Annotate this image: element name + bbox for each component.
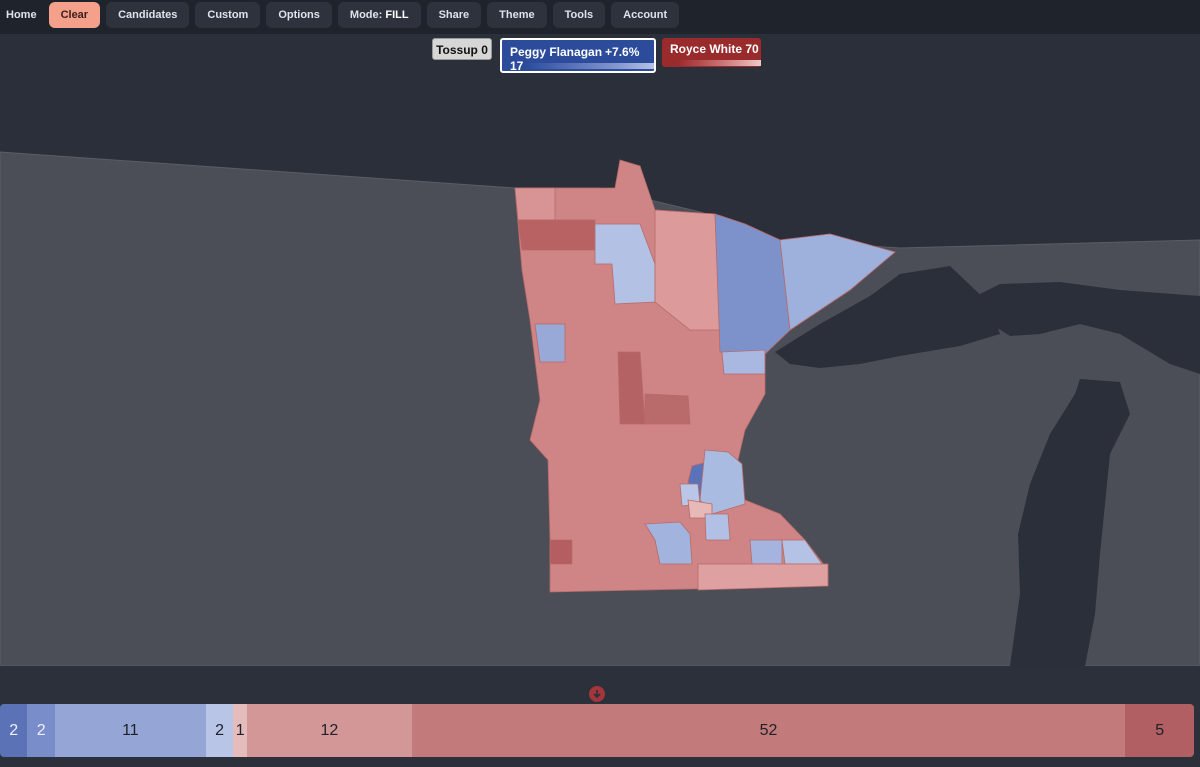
region-pink-se: [697, 563, 829, 591]
seat-segment: [0, 704, 28, 757]
seat-segment-label: 2: [36, 722, 46, 739]
white-name: Royce White: [670, 42, 743, 56]
region-pink-north: [654, 209, 721, 331]
seat-segment: [27, 704, 55, 757]
seat-segment-label: 1: [235, 722, 245, 739]
seat-segment: [1125, 704, 1194, 757]
nav-button[interactable]: Options: [266, 2, 332, 28]
nav-button[interactable]: Tools: [552, 2, 606, 28]
mode-label: Mode:: [349, 9, 383, 21]
seat-segment: [54, 704, 206, 757]
seat-bar: 2 2 11 2 1 12 52 5: [0, 704, 1194, 757]
nav-button[interactable]: Account: [611, 2, 680, 28]
region-red-nw: [514, 187, 556, 221]
tossup-box[interactable]: Tossup 0: [432, 38, 492, 60]
white-count: 70: [745, 42, 759, 56]
nav-button[interactable]: Share: [426, 2, 482, 28]
lake-superior-east: [960, 282, 1200, 374]
region-dark-sw: [549, 539, 573, 565]
seat-segment-label: 5: [1155, 722, 1165, 739]
nav-button[interactable]: Clear: [48, 2, 101, 28]
seat-segment: [205, 704, 234, 757]
flanagan-margin: +7.6%: [605, 45, 640, 59]
region-blue-west: [534, 323, 566, 363]
flanagan-name: Peggy Flanagan: [510, 45, 603, 59]
region-red-dark: [517, 219, 596, 251]
minnesota: [514, 159, 896, 593]
region-dark-central: [617, 351, 646, 425]
nav-bar: Mode: FILL Home Clear Candidates Custom Opti…: [0, 0, 1200, 34]
region-dark-central2: [644, 393, 691, 425]
scroll-down-icon[interactable]: [589, 686, 605, 702]
nav-button[interactable]: Home: [6, 9, 37, 21]
nav-mode[interactable]: Mode: FILL: [337, 2, 421, 28]
seat-segment-label: 52: [759, 722, 778, 739]
seat-segment: [247, 704, 412, 757]
seat-segment-label: 2: [9, 722, 19, 739]
tossup-name: Tossup: [436, 43, 478, 57]
nav-button[interactable]: Custom: [195, 2, 261, 28]
nav-button[interactable]: Candidates: [106, 2, 190, 28]
seat-segment-label: 12: [320, 722, 339, 739]
nav-button[interactable]: Theme: [487, 2, 547, 28]
flanagan-box[interactable]: Peggy Flanagan +7.6% 17: [500, 38, 656, 73]
mode-value: FILL: [385, 9, 409, 21]
region-blue-carlton: [721, 349, 766, 375]
region-blue-mankato: [704, 513, 731, 541]
region-blue-north: [594, 223, 656, 305]
lake-superior: [775, 266, 1000, 368]
flanagan-shades: [526, 63, 654, 69]
seat-segment-label: 11: [122, 722, 139, 739]
region-blue-lake: [779, 233, 896, 331]
seat-segment-label: 2: [215, 722, 225, 739]
seat-segment: [233, 704, 248, 757]
seat-segment: [411, 704, 1126, 757]
map: [0, 34, 1200, 666]
lake-michigan: [1010, 379, 1130, 666]
flanagan-count: 17: [510, 59, 524, 73]
region-blue-rochester: [749, 539, 783, 565]
region-blue-south: [644, 521, 693, 565]
white-shades: [678, 60, 761, 66]
tossup-count: 0: [481, 43, 488, 57]
white-box[interactable]: Royce White 70: [662, 38, 761, 67]
